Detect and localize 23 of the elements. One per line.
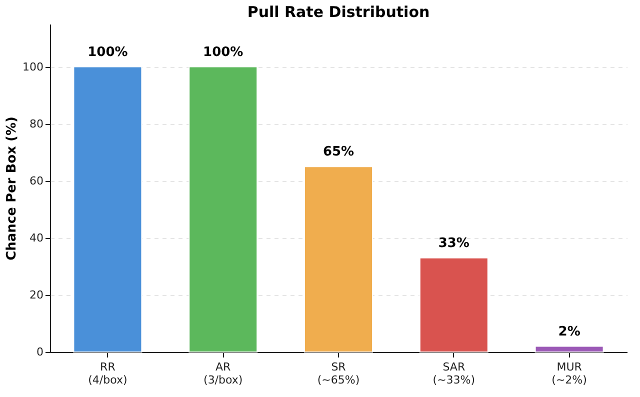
bar (188, 66, 258, 352)
bar (419, 257, 488, 352)
y-axis-title: Chance Per Box (%) (4, 116, 20, 260)
bar (304, 166, 373, 352)
y-tick-label: 80 (30, 117, 44, 130)
bar (534, 346, 604, 352)
bar (73, 66, 142, 352)
data-label: 65% (322, 144, 354, 160)
x-tick-label: SR (~65%) (317, 360, 360, 386)
y-tick-label: 60 (30, 174, 44, 188)
data-label: 100% (88, 44, 128, 60)
data-label: 100% (203, 44, 244, 60)
y-tick-label: 0 (36, 346, 44, 358)
data-label: 33% (438, 236, 470, 251)
x-tick-label: RR (4/box) (88, 360, 128, 386)
data-label: 2% (558, 324, 580, 340)
x-tick-label: MUR (~2%) (552, 360, 587, 386)
x-tick-label: AR (3/box) (204, 360, 243, 386)
y-tick-label: 20 (30, 288, 44, 302)
y-tick-label: 40 (30, 231, 44, 244)
x-tick-label: SAR (~33%) (432, 360, 476, 386)
chart-title: Pull Rate Distribution (247, 3, 430, 21)
y-tick-label: 100 (22, 60, 44, 74)
